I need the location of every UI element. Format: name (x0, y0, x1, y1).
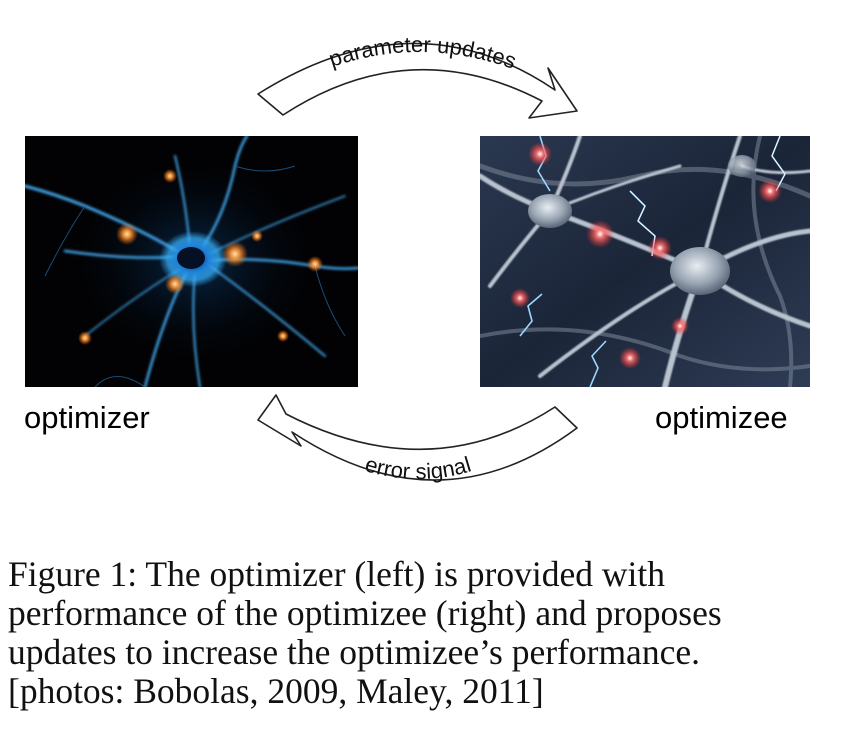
error-signal-arrow (257, 394, 578, 481)
optimizee-label: optimizee (655, 400, 788, 435)
caption-line: Figure 1: The optimizer (left) is provid… (8, 554, 665, 594)
optimizer-label: optimizer (24, 400, 150, 435)
parameter-updates-arrow (257, 42, 578, 119)
arrows-layer: parameter updates error signal (257, 32, 578, 484)
figure-caption: Figure 1: The optimizer (left) is provid… (8, 555, 840, 711)
caption-line: updates to increase the optimizee’s perf… (8, 632, 700, 672)
optimizee-neuron-photo (480, 136, 810, 387)
caption-line: performance of the optimizee (right) and… (8, 593, 722, 633)
optimizer-neuron-photo (25, 136, 358, 387)
figure: parameter updates error signal (24, 32, 810, 484)
caption-line: [photos: Bobolas, 2009, Maley, 2011] (8, 671, 544, 711)
